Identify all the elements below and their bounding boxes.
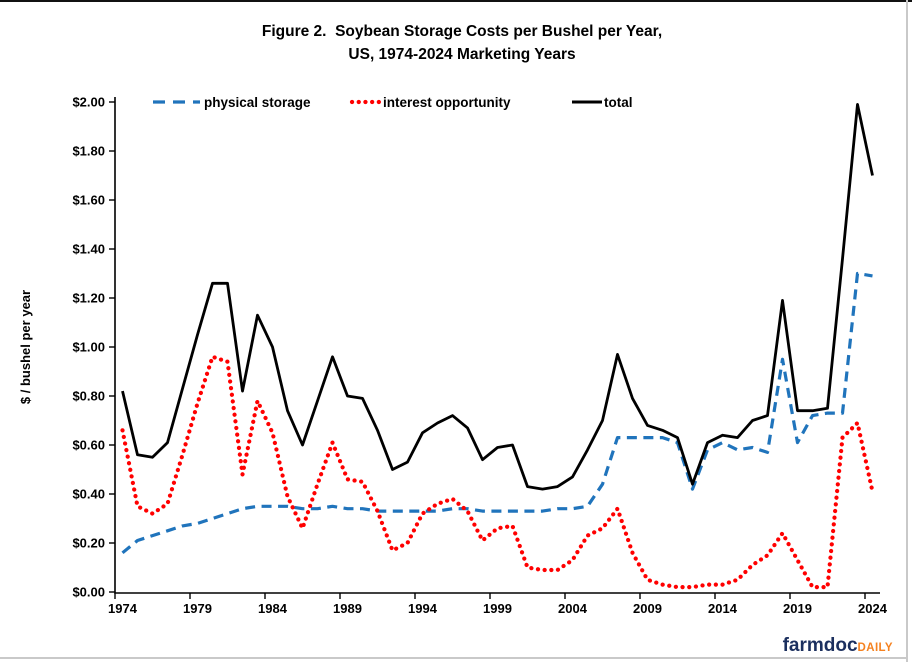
- y-tick-label: $1.20: [72, 291, 105, 306]
- y-axis-ticks: $0.00 $0.20 $0.40 $0.60 $0.80 $1.00 $1.20 $1.40…: [72, 95, 115, 600]
- legend-label-interest-opportunity: interest opportunity: [383, 95, 511, 110]
- logo-farmdoc-text: farmdoc: [783, 635, 858, 656]
- y-tick-label: $0.80: [72, 389, 105, 404]
- x-tick-label: 2009: [633, 601, 662, 616]
- window-top-edge: [0, 0, 912, 2]
- x-tick-label: 2014: [708, 601, 738, 616]
- window-bottom-edge: [0, 657, 908, 659]
- chart-title-line2: US, 1974-2024 Marketing Years: [348, 46, 575, 63]
- total-line: [121, 103, 874, 491]
- chart-legend: physical storage interest opportunity to…: [153, 95, 633, 110]
- window-right-edge: [906, 0, 908, 662]
- farmdoc-daily-logo: farmdocDAILY: [783, 635, 893, 656]
- x-tick-label: 1989: [333, 601, 362, 616]
- logo-daily-text: DAILY: [858, 642, 893, 654]
- y-tick-label: $0.00: [72, 585, 105, 600]
- x-tick-label: 1999: [483, 601, 512, 616]
- y-tick-label: $1.40: [72, 242, 105, 257]
- y-tick-label: $0.20: [72, 536, 105, 551]
- chart-title-line1: Figure 2. Soybean Storage Costs per Bush…: [262, 23, 662, 40]
- y-tick-label: $2.00: [72, 95, 105, 110]
- y-tick-label: $1.00: [72, 340, 105, 355]
- x-axis-ticks: 1974 1979 1984 1989 1994 1999 2004 2009 2014 2019…: [108, 593, 888, 616]
- legend-label-physical-storage: physical storage: [204, 95, 311, 110]
- axes-lines: [114, 97, 880, 594]
- x-tick-label: 1994: [408, 601, 438, 616]
- x-tick-label: 1974: [108, 601, 138, 616]
- x-tick-label: 2019: [783, 601, 812, 616]
- y-axis-title: $ / bushel per year: [18, 290, 33, 404]
- x-tick-label: 2004: [558, 601, 588, 616]
- y-tick-label: $1.60: [72, 193, 105, 208]
- x-tick-label: 1979: [183, 601, 212, 616]
- y-tick-label: $0.40: [72, 487, 105, 502]
- y-tick-label: $1.80: [72, 144, 105, 159]
- physical-storage-line: [121, 271, 873, 555]
- y-tick-label: $0.60: [72, 438, 105, 453]
- legend-label-total: total: [604, 95, 633, 110]
- plot-series: [120, 103, 875, 590]
- x-tick-label: 2024: [858, 601, 888, 616]
- x-tick-label: 1984: [258, 601, 288, 616]
- interest-opportunity-line: [120, 354, 875, 590]
